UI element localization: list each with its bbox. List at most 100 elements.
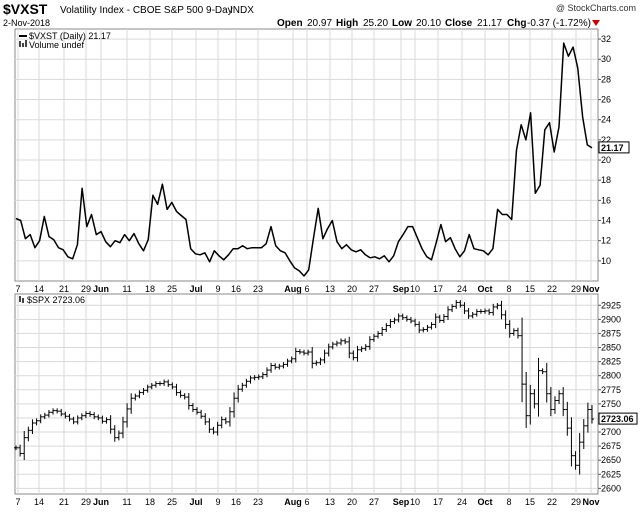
spx-ohlc-bar	[83, 411, 88, 418]
vxst-x-tick-label: 15	[525, 284, 535, 294]
quote-low-value: 20.10	[416, 18, 441, 29]
spx-ohlc-bar	[248, 375, 253, 384]
spx-ohlc-bar	[133, 393, 138, 401]
spx-ohlc-bar	[371, 333, 376, 342]
vxst-x-tick-label: Jul	[189, 284, 202, 294]
spx-ohlc-bar	[108, 415, 113, 434]
spx-ohlc-bar	[499, 300, 504, 320]
spx-last-value-tag: 2723.06	[598, 412, 638, 425]
spx-legend: $SPX 2723.06	[19, 295, 85, 305]
spx-ohlc-bar	[293, 347, 298, 363]
spx-ohlc-bar	[322, 349, 327, 364]
vxst-legend-label: $VXST (Daily) 21.17	[29, 31, 111, 41]
date-label: 2-Nov-2018	[3, 18, 50, 28]
spx-ohlc-bar	[392, 317, 397, 324]
spx-ohlc-bar	[203, 413, 208, 425]
spx-y-tick-label: 2800	[601, 371, 621, 381]
spx-y-tick-label: 2600	[601, 483, 621, 493]
spx-ohlc-bar	[454, 299, 459, 309]
spx-x-axis: 7 14 21 29 Jun 11 18 25 Jul 9 16 23 Aug 6 13 20 27 Sep 10 1…	[15, 497, 599, 507]
spx-ohlc-bar	[18, 444, 23, 457]
vxst-y-axis: 10 12 14 16 18 20 22 24 26 28 30 32	[598, 34, 611, 266]
spx-ohlc-bar	[112, 425, 117, 442]
spx-x-tick-label: 17	[433, 497, 443, 507]
spx-ohlc-bar	[88, 411, 93, 417]
quote-chg-label: Chg	[507, 18, 526, 29]
spx-ohlc-bar	[384, 323, 389, 332]
vxst-last-value-box	[598, 141, 630, 154]
spx-last-value-label: 2723.06	[601, 414, 634, 424]
vxst-last-value-tag: 21.17	[598, 141, 630, 154]
spx-ohlc-bar	[190, 403, 195, 412]
quote-chg-value: -0.37 (-1.72%)	[527, 18, 591, 29]
spx-ohlc-bar	[388, 319, 393, 329]
spx-ohlc-bar	[359, 346, 364, 353]
spx-x-tick-label: 29	[81, 497, 91, 507]
vxst-last-value-label: 21.17	[601, 143, 624, 153]
spx-ohlc-bar	[219, 416, 224, 429]
spx-ohlc-bar	[92, 412, 97, 420]
spx-y-tick-label: 2625	[601, 469, 621, 479]
vxst-legend: $VXST (Daily) 21.17 Volume undef	[19, 31, 111, 50]
spx-ohlc-bar	[22, 431, 27, 461]
spx-ohlc-bar	[96, 414, 101, 421]
spx-ohlc-bar	[67, 413, 72, 422]
spx-ohlc-bar	[557, 390, 562, 404]
spx-ohlc-bar	[573, 451, 578, 470]
spx-ohlc-bar	[174, 383, 179, 396]
spx-panel: 2600262526502675270027252750277528002825…	[14, 293, 638, 507]
quote-close-label: Close	[445, 18, 473, 29]
vxst-x-tick-label: 21	[59, 284, 69, 294]
spx-ohlc-bar	[46, 410, 51, 418]
vxst-y-tick-label: 26	[601, 95, 611, 105]
spx-ohlc-bar	[34, 418, 39, 426]
spx-ohlc-bar	[170, 382, 175, 390]
spx-x-tick-label: Jun	[93, 497, 109, 507]
spx-x-tick-label: 16	[231, 497, 241, 507]
spx-x-tick-label: 22	[547, 497, 557, 507]
volume-legend-label: Volume undef	[29, 40, 85, 50]
spx-ohlc-bar	[355, 345, 360, 362]
spx-ohlc-bar	[380, 326, 385, 336]
symbol-description: Volatility Index - CBOE S&P 500 9-Day	[60, 5, 233, 16]
spx-x-tick-label: 23	[253, 497, 263, 507]
vxst-x-tick-label: 6	[304, 284, 309, 294]
vxst-x-tick-label: 13	[325, 284, 335, 294]
spx-ohlc-bar	[145, 384, 150, 393]
spx-ohlc-bars	[14, 299, 594, 475]
vxst-y-tick-label: 18	[601, 175, 611, 185]
spx-y-tick-label: 2675	[601, 441, 621, 451]
spx-x-tick-label: 11	[122, 497, 131, 507]
spx-ohlc-bar	[79, 413, 84, 421]
spx-ohlc-bar	[483, 308, 488, 314]
spx-ohlc-bar	[232, 392, 237, 418]
spx-x-tick-label: 14	[34, 497, 44, 507]
spx-ohlc-bar	[199, 409, 204, 419]
spx-ohlc-bar	[71, 416, 76, 425]
vxst-x-tick-label: Jun	[93, 284, 109, 294]
spx-ohlc-bar	[462, 302, 467, 314]
spx-x-tick-label: 20	[347, 497, 357, 507]
spx-ohlc-bar	[269, 362, 274, 373]
spx-ohlc-bar	[425, 324, 430, 332]
vxst-y-tick-label: 20	[601, 155, 611, 165]
spx-x-tick-label: 15	[525, 497, 535, 507]
vxst-x-tick-label: 23	[253, 284, 263, 294]
spx-ohlc-bar	[186, 393, 191, 410]
spx-ohlc-bar	[166, 379, 171, 388]
vxst-x-tick-label: 20	[347, 284, 357, 294]
spx-ohlc-bar	[207, 418, 212, 433]
spx-ohlc-bar	[125, 403, 130, 428]
vxst-x-tick-label: 11	[122, 284, 131, 294]
vxst-x-tick-label: 16	[231, 284, 241, 294]
spx-ohlc-bar	[178, 390, 183, 398]
spx-ohlc-bar	[141, 388, 146, 395]
spx-ohlc-bar	[446, 306, 450, 321]
spx-ohlc-bar	[104, 417, 109, 424]
spx-ohlc-bar	[256, 374, 261, 380]
exchange-label: INDX	[230, 5, 254, 16]
spx-ohlc-bar	[195, 407, 200, 415]
spx-ohlc-bar	[260, 372, 265, 380]
vxst-x-tick-label: 7	[15, 284, 20, 294]
